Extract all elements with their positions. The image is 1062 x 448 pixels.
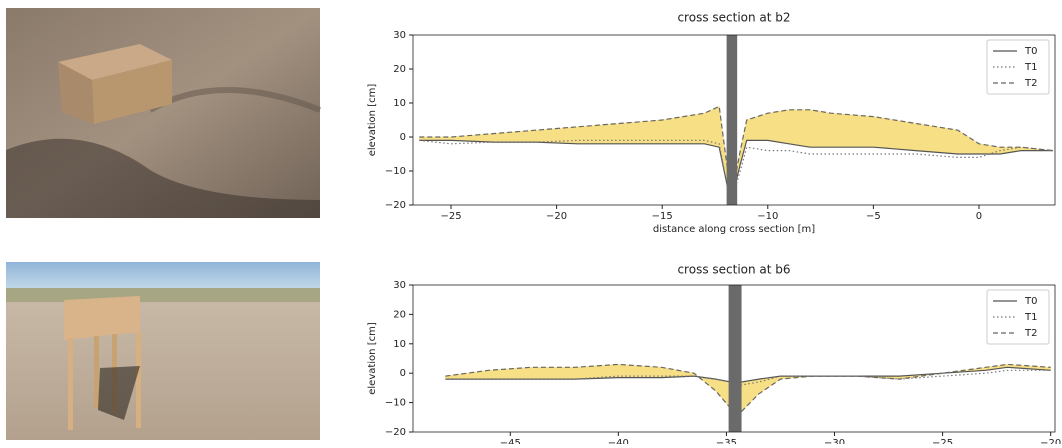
legend-label: T1	[1024, 62, 1037, 73]
line-series	[419, 139, 1053, 200]
x-tick-label: −20	[546, 211, 567, 222]
x-tick-label: −25	[932, 438, 953, 444]
y-tick-label: 0	[400, 368, 406, 379]
y-tick-label: 30	[393, 280, 406, 291]
legend-label: T0	[1024, 46, 1037, 57]
y-tick-label: −10	[385, 166, 406, 177]
y-tick-label: −20	[385, 427, 406, 438]
y-tick-label: 20	[393, 309, 406, 320]
x-tick-label: −10	[757, 211, 778, 222]
fill-between	[661, 112, 705, 145]
fill-between	[978, 143, 1001, 155]
chart-title: cross section at b2	[677, 11, 790, 25]
y-tick-label: 10	[393, 339, 406, 350]
x-tick-label: −15	[652, 211, 673, 222]
x-tick-label: −40	[608, 438, 629, 444]
fill-between	[445, 369, 489, 380]
x-tick-label: −30	[824, 438, 845, 444]
legend-label: T1	[1024, 312, 1037, 323]
fill-between	[531, 367, 576, 380]
fill-between	[809, 109, 832, 148]
x-tick-label: 0	[976, 211, 982, 222]
y-tick-label: 30	[393, 30, 406, 41]
y-axis-label: elevation [cm]	[367, 84, 378, 157]
x-tick-label: −25	[440, 211, 461, 222]
line-series	[419, 105, 1053, 195]
line-series	[445, 366, 1051, 383]
photo-box-on-sand	[6, 8, 322, 218]
fill-between	[788, 109, 811, 148]
axes-frame	[412, 284, 1056, 433]
y-axis-label: elevation [cm]	[367, 322, 378, 395]
fill-between	[830, 112, 874, 148]
obstacle-band	[726, 35, 738, 205]
chart-title: cross section at b6	[677, 263, 790, 277]
legend-label: T0	[1024, 296, 1037, 307]
fill-between	[741, 378, 760, 413]
line-series	[445, 369, 1051, 386]
plot-area	[445, 285, 1051, 432]
fill-between	[915, 123, 959, 155]
fill-between	[746, 112, 769, 141]
axes-frame	[412, 34, 1056, 206]
line-series	[419, 139, 1053, 201]
fill-between	[767, 109, 790, 145]
y-tick-label: 10	[393, 98, 406, 109]
fill-between	[493, 129, 536, 143]
obstacle-band	[728, 285, 742, 432]
legend-label: T2	[1024, 328, 1037, 339]
legend-box	[986, 39, 1050, 95]
x-tick-label: −45	[500, 438, 521, 444]
y-tick-label: −20	[385, 200, 406, 211]
fill-between	[873, 116, 916, 151]
x-tick-label: −35	[716, 438, 737, 444]
photo-sign-on-beach	[6, 262, 320, 440]
legend-box	[986, 289, 1050, 345]
x-axis-label: distance along cross section [m]	[653, 224, 815, 235]
legend-label: T2	[1024, 78, 1037, 89]
fill-between	[957, 129, 980, 155]
x-tick-label: −5	[866, 211, 881, 222]
x-tick-label: −20	[1040, 438, 1061, 444]
y-tick-label: 0	[400, 132, 406, 143]
y-tick-label: −10	[385, 398, 406, 409]
y-tick-label: 20	[393, 64, 406, 75]
plot-area	[419, 35, 1053, 205]
line-series	[445, 363, 1051, 413]
